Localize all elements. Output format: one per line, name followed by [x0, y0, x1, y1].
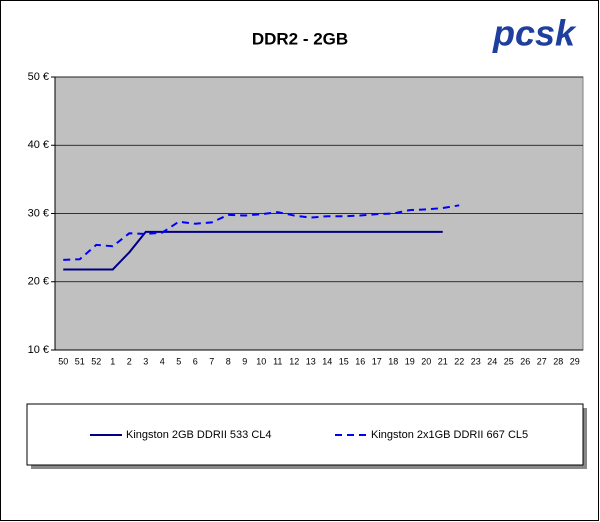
y-tick-label: 20 € — [28, 276, 49, 288]
x-tick-label: 22 — [454, 356, 464, 366]
x-tick-label: 6 — [193, 356, 198, 366]
legend-label: Kingston 2x1GB DDRII 667 CL5 — [371, 429, 528, 441]
x-tick-label: 10 — [256, 356, 266, 366]
x-tick-label: 19 — [405, 356, 415, 366]
x-tick-label: 25 — [504, 356, 514, 366]
x-tick-label: 8 — [226, 356, 231, 366]
series-line — [63, 230, 443, 271]
x-tick-label: 50 — [58, 356, 68, 366]
y-tick-label: 50 € — [28, 71, 49, 83]
legend-label: Kingston 2GB DDRII 533 CL4 — [126, 429, 272, 441]
x-tick-label: 24 — [487, 356, 497, 366]
x-tick-label: 3 — [143, 356, 148, 366]
x-tick-label: 26 — [520, 356, 530, 366]
x-tick-label: 16 — [355, 356, 365, 366]
y-tick-label: 40 € — [28, 139, 49, 151]
x-tick-label: 4 — [160, 356, 165, 366]
x-tick-label: 52 — [91, 356, 101, 366]
x-tick-label: 51 — [75, 356, 85, 366]
x-tick-label: 17 — [372, 356, 382, 366]
x-tick-label: 23 — [471, 356, 481, 366]
series-line — [63, 204, 460, 261]
x-tick-label: 12 — [289, 356, 299, 366]
chart-title: DDR2 - 2GB — [252, 29, 348, 48]
y-tick-label: 10 € — [28, 344, 49, 356]
x-tick-label: 9 — [242, 356, 247, 366]
x-tick-label: 28 — [553, 356, 563, 366]
x-tick-label: 29 — [570, 356, 580, 366]
x-tick-label: 21 — [438, 356, 448, 366]
x-tick-label: 18 — [388, 356, 398, 366]
x-tick-label: 7 — [209, 356, 214, 366]
x-tick-label: 27 — [537, 356, 547, 366]
x-tick-label: 15 — [339, 356, 349, 366]
logo: pcsk — [492, 13, 577, 54]
x-tick-label: 14 — [322, 356, 332, 366]
x-tick-label: 13 — [306, 356, 316, 366]
x-tick-label: 2 — [127, 356, 132, 366]
x-tick-label: 20 — [421, 356, 431, 366]
x-tick-label: 5 — [176, 356, 181, 366]
y-tick-label: 30 € — [28, 207, 49, 219]
x-tick-label: 11 — [273, 356, 282, 366]
x-tick-label: 1 — [110, 356, 115, 366]
